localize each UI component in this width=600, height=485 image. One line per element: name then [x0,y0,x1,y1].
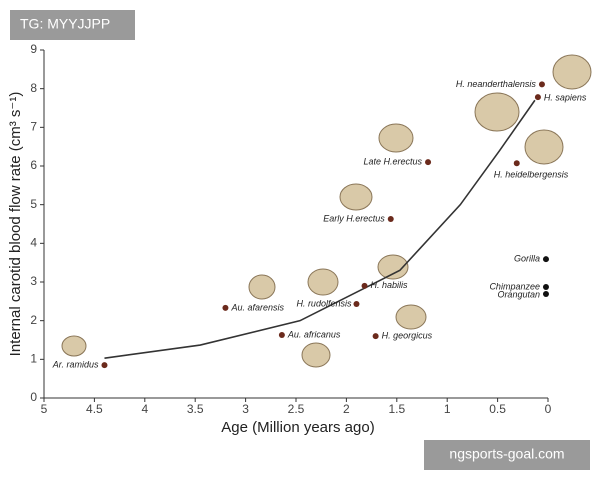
point-label: Gorilla [514,254,540,264]
skull-icons [61,54,592,368]
watermark-box [424,440,590,470]
y-tick-label: 3 [30,274,37,288]
trend-line [104,99,536,359]
x-tick-label: 1 [444,402,451,416]
point [222,304,229,311]
x-tick-label: 3 [242,402,249,416]
point [425,159,432,166]
y-tick-label: 9 [30,42,37,56]
y-tick-label: 6 [30,158,37,172]
x-tick-label: 0 [545,402,552,416]
point [387,215,394,222]
point [534,94,541,101]
point-label: Chimpanzee [489,281,540,291]
x-tick-label: 4.5 [86,402,103,416]
x-tick-label: 4 [141,402,148,416]
point-label: Au. afarensis [230,302,284,312]
point-label: Ar. ramidus [52,360,99,370]
watermark: ngsports-goal.com [449,446,564,462]
x-tick-label: 2 [343,402,350,416]
point [372,333,379,340]
watermark: TG: MYYJJPP [20,16,110,32]
point-label: Early H.erectus [323,213,385,223]
point-label: Au. africanus [287,329,341,339]
point [542,284,549,291]
x-tick-label: 2.5 [288,402,305,416]
point [513,160,520,167]
point [278,331,285,338]
x-tick-label: 0.5 [489,402,506,416]
point [538,81,545,88]
y-tick-label: 4 [30,236,37,250]
y-tick-label: 1 [30,352,37,366]
point-label: H. habilis [371,280,409,290]
point [542,290,549,297]
y-axis-label: Internal carotid blood flow rate (cm³ s⁻… [7,92,24,357]
point-label: H. georgicus [382,331,433,341]
point-label: Orangutan [497,289,540,299]
point-label: H. heidelbergensis [494,170,569,180]
y-tick-label: 8 [30,81,37,95]
point [101,362,108,369]
y-tick-label: 5 [30,197,37,211]
point [542,256,549,263]
point-label: H. rudolfensis [296,298,352,308]
y-tick-label: 7 [30,120,37,134]
y-tick-label: 2 [30,313,37,327]
point [361,282,368,289]
watermark-box [10,10,135,40]
point-label: H. neanderthalensis [456,79,537,89]
x-tick-label: 3.5 [187,402,204,416]
x-tick-label: 1.5 [388,402,405,416]
x-axis-label: Age (Million years ago) [221,419,374,436]
point-label: Late H.erectus [364,157,423,167]
point [353,301,360,308]
y-tick-label: 0 [30,390,37,404]
x-tick-label: 5 [41,402,48,416]
point-label: H. sapiens [544,93,587,103]
